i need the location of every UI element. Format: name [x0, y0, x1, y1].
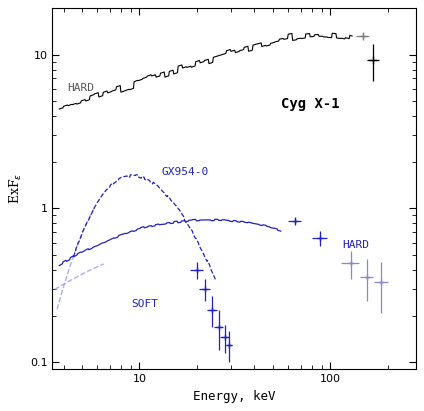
Text: Cyg X-1: Cyg X-1 — [281, 97, 339, 111]
Text: HARD: HARD — [342, 240, 369, 250]
Y-axis label: ExF$_\varepsilon$: ExF$_\varepsilon$ — [8, 173, 25, 205]
Text: SOFT: SOFT — [131, 298, 158, 309]
Text: GX954-0: GX954-0 — [161, 167, 209, 177]
X-axis label: Energy, keV: Energy, keV — [193, 390, 275, 403]
Text: HARD: HARD — [67, 83, 95, 93]
